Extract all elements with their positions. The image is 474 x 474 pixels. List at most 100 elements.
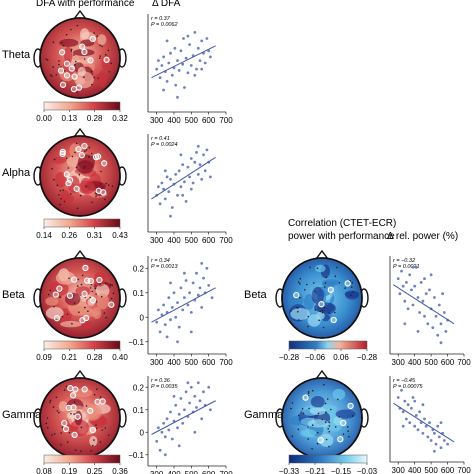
electrode-dot <box>83 167 85 169</box>
nose-icon <box>73 127 87 138</box>
colorbar-tick-label: −0.06 <box>305 353 326 362</box>
y-tick-label: 0.1 <box>133 289 145 298</box>
colorbar-tick-label: 0.28 <box>87 353 103 362</box>
scatter-plot-theta: 300 400 500 600 700 r = 0.37P = 0.0062 <box>147 14 233 125</box>
colorbar-tick-label: −0.28 <box>357 353 378 362</box>
data-point <box>158 448 162 452</box>
significant-electrode-marker <box>340 419 347 427</box>
data-point <box>158 202 162 206</box>
significant-electrode-marker <box>96 276 103 284</box>
data-point <box>423 417 426 421</box>
colorbar-alpha: 0.14 0.26 0.31 0.43 <box>36 218 128 240</box>
data-point <box>444 330 448 333</box>
electrode-dot <box>60 198 62 200</box>
electrode-dot <box>91 290 93 293</box>
colorbar-tick-label: −0.28 <box>279 353 300 362</box>
significant-electrode-marker <box>302 394 309 401</box>
scalp-outline <box>39 257 121 339</box>
data-point <box>160 64 164 67</box>
electrode-dot <box>109 283 112 286</box>
data-point <box>198 399 202 403</box>
scalp-patch <box>304 293 315 310</box>
electrode-dot <box>84 165 86 168</box>
data-point <box>189 187 193 191</box>
electrode-dot <box>321 418 324 421</box>
electrode-dot <box>52 406 55 408</box>
electrode-dot <box>84 306 86 309</box>
data-point <box>196 381 200 385</box>
data-point <box>433 449 436 453</box>
data-point <box>162 187 166 191</box>
electrode-dot <box>58 60 60 62</box>
data-point <box>416 330 420 333</box>
data-point <box>411 265 415 269</box>
colorbar-gradient <box>43 340 121 350</box>
data-point <box>207 284 211 287</box>
data-point <box>158 76 162 80</box>
scalp-patch <box>310 396 325 408</box>
data-point <box>177 412 181 416</box>
stat-p-value: P = 0.0013 <box>151 264 178 270</box>
electrode-dot <box>71 155 74 158</box>
electrode-dot <box>321 309 324 312</box>
data-point <box>434 314 438 318</box>
data-point <box>183 296 186 299</box>
data-point <box>165 175 169 179</box>
colorbar-gradient <box>43 454 121 464</box>
data-point <box>401 410 405 414</box>
significant-electrode-marker <box>62 425 70 433</box>
data-point <box>186 71 190 75</box>
electrode-dot <box>55 74 58 76</box>
significant-electrode-marker <box>67 385 74 392</box>
nose-icon <box>73 369 87 380</box>
data-point <box>181 62 185 66</box>
electrode-dot <box>100 170 102 173</box>
scalp-patch <box>45 297 59 306</box>
electrode-dot <box>94 287 97 290</box>
electrode-dot <box>307 315 310 318</box>
colorbar-tick-label: 0.19 <box>62 467 78 474</box>
electrode-dot <box>105 182 107 185</box>
x-tick-label: 600 <box>441 466 455 474</box>
significant-electrode-marker <box>100 189 107 196</box>
data-point <box>182 37 185 40</box>
electrode-dot <box>53 433 56 435</box>
data-point <box>408 421 412 424</box>
electrode-dot <box>63 389 66 391</box>
data-point <box>403 322 407 326</box>
electrode-dot <box>338 282 341 284</box>
scalp-patch <box>89 435 98 447</box>
data-point <box>410 406 413 410</box>
electrode-dot <box>96 388 98 391</box>
electrode-dot <box>85 149 88 151</box>
significant-electrode-marker <box>87 57 94 64</box>
data-point <box>418 410 421 414</box>
electrode-dot <box>112 292 115 295</box>
electrode-dot <box>309 266 311 269</box>
colorbar-tick-label: −0.33 <box>279 467 300 474</box>
significant-electrode-marker <box>63 60 71 67</box>
stat-r-value: r = 0.36 <box>151 378 171 384</box>
data-point <box>439 446 443 450</box>
significant-electrode-marker <box>59 81 67 88</box>
data-point <box>405 281 408 284</box>
electrode-dot <box>53 305 55 308</box>
electrode-dot <box>319 310 322 313</box>
electrode-dot <box>350 294 352 297</box>
significant-electrode-marker <box>83 314 90 322</box>
significant-electrode-marker <box>344 280 351 287</box>
electrode-dot <box>324 402 327 405</box>
x-tick-label: 300 <box>150 470 164 474</box>
electrode-dot <box>66 313 69 316</box>
electrode-dot <box>47 293 50 296</box>
scalp-patch <box>92 307 102 319</box>
stat-r-value: r = 0.37 <box>151 16 171 22</box>
data-point <box>167 190 171 194</box>
data-point <box>188 401 192 405</box>
data-point <box>179 286 183 290</box>
electrode-dot <box>328 431 331 433</box>
electrode-dot <box>350 286 353 289</box>
data-point <box>184 390 188 394</box>
electrode-dot <box>302 412 305 415</box>
electrode-dot <box>308 407 310 410</box>
